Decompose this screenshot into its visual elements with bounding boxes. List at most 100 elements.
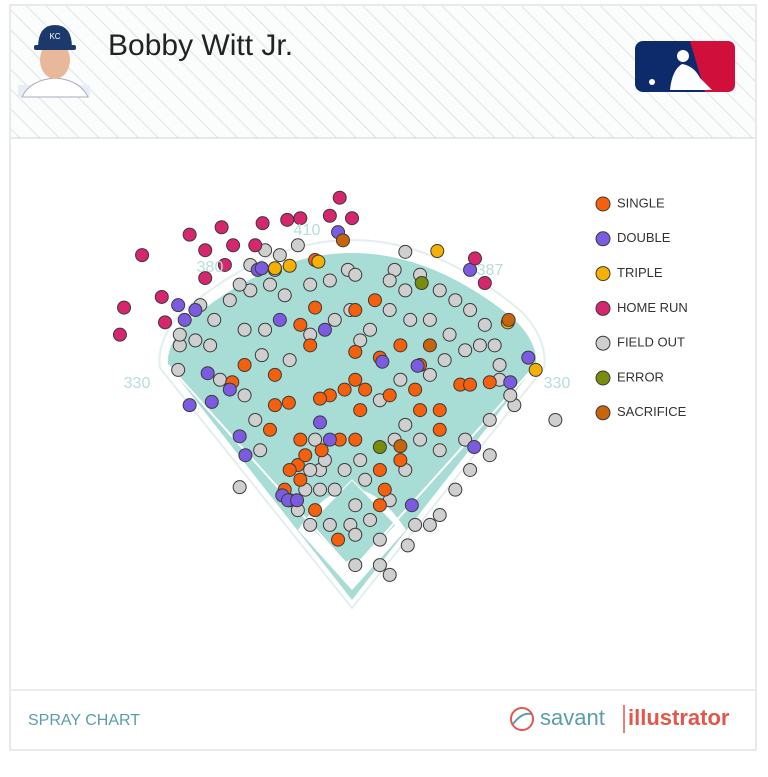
- hit-point: [272, 248, 287, 263]
- hit-point: [377, 482, 392, 497]
- hit-point: [448, 293, 463, 308]
- hit-point: [308, 432, 323, 447]
- svg-text:KC: KC: [49, 32, 60, 41]
- hit-point: [303, 277, 318, 292]
- hit-point: [217, 257, 232, 272]
- hit-point: [335, 233, 350, 248]
- hit-point: [382, 303, 397, 318]
- legend-swatch: [595, 405, 611, 421]
- hit-point: [200, 366, 215, 381]
- hit-point: [332, 190, 347, 205]
- hit-point: [372, 462, 387, 477]
- hit-point: [248, 238, 263, 253]
- hit-point: [263, 422, 277, 437]
- hit-point: [214, 220, 229, 235]
- hit-point: [463, 262, 478, 277]
- hit-point: [117, 300, 132, 315]
- hit-point: [393, 439, 408, 454]
- hit-point: [238, 448, 253, 463]
- hit-point: [171, 362, 186, 377]
- hit-point: [521, 350, 536, 365]
- hit-point: [353, 453, 368, 468]
- hit-point: [348, 303, 363, 318]
- hit-point: [413, 403, 428, 418]
- hit-point: [282, 258, 297, 273]
- fence-labels: 330 380 410 387 330: [124, 222, 571, 392]
- hit-point: [413, 432, 428, 447]
- hit-point: [468, 251, 482, 266]
- hit-point: [222, 293, 237, 308]
- hit-point: [303, 338, 318, 353]
- hit-point: [280, 212, 295, 227]
- hit-point: [263, 277, 277, 292]
- hit-point: [212, 372, 227, 387]
- hit-point: [408, 382, 423, 397]
- hit-point: [272, 312, 287, 327]
- hit-point: [422, 312, 437, 327]
- hit-point: [348, 558, 363, 573]
- hit-point: [232, 277, 247, 292]
- hit-point: [290, 493, 305, 508]
- hit-point: [198, 243, 213, 258]
- hit-point: [232, 480, 247, 495]
- hit-point: [358, 382, 373, 397]
- hit-point: [282, 353, 297, 368]
- hit-point: [404, 498, 419, 513]
- hit-point: [400, 538, 415, 553]
- hit-point: [198, 271, 213, 286]
- hit-point: [345, 211, 359, 226]
- hit-point: [317, 322, 332, 337]
- hit-point: [267, 261, 282, 276]
- hit-point: [282, 462, 297, 477]
- hit-point: [367, 293, 382, 308]
- hit-point: [311, 254, 326, 269]
- hit-point: [267, 398, 282, 413]
- hit-point: [293, 472, 308, 487]
- hit-point: [254, 348, 269, 363]
- hit-point: [182, 227, 197, 242]
- hit-point: [398, 244, 413, 259]
- hit-point: [422, 367, 437, 382]
- legend-label: DOUBLE: [617, 230, 671, 245]
- hit-point: [422, 517, 437, 532]
- hit-point: [322, 432, 337, 447]
- legend-swatch: [595, 196, 611, 212]
- legend-swatch: [595, 231, 611, 247]
- hit-point: [348, 344, 363, 359]
- hit-point: [437, 353, 452, 368]
- hit-point: [528, 362, 543, 377]
- hit-point: [448, 482, 463, 497]
- hit-point: [277, 288, 292, 303]
- hit-point: [492, 358, 507, 372]
- hit-point: [548, 412, 563, 427]
- hit-point: [298, 448, 313, 463]
- hit-point: [463, 303, 478, 318]
- hit-point: [158, 315, 173, 330]
- hit-point: [372, 498, 387, 513]
- brand-illustrator: illustrator: [628, 705, 730, 730]
- hit-point: [503, 375, 518, 390]
- hit-point: [398, 417, 413, 432]
- brand-savant: savant: [540, 705, 605, 730]
- hit-point: [482, 412, 497, 427]
- hit-point: [363, 512, 378, 527]
- hit-point: [281, 395, 296, 410]
- hit-point: [398, 283, 413, 298]
- hit-point: [353, 333, 368, 348]
- hit-point: [267, 367, 282, 382]
- mlb-logo: [635, 41, 735, 92]
- hit-point: [430, 244, 445, 259]
- hit-point: [403, 312, 418, 327]
- legend-label: SACRIFICE: [617, 404, 687, 419]
- hit-point: [171, 298, 186, 313]
- footer-label: SPRAY CHART: [28, 712, 140, 729]
- hit-point: [382, 388, 397, 403]
- hit-point: [382, 567, 397, 582]
- hit-point: [472, 338, 487, 353]
- hit-point: [313, 415, 328, 430]
- hit-point: [393, 372, 408, 387]
- hit-point: [477, 276, 492, 290]
- hit-point: [458, 432, 473, 447]
- fence-label: 410: [294, 222, 321, 239]
- hit-point: [463, 462, 478, 477]
